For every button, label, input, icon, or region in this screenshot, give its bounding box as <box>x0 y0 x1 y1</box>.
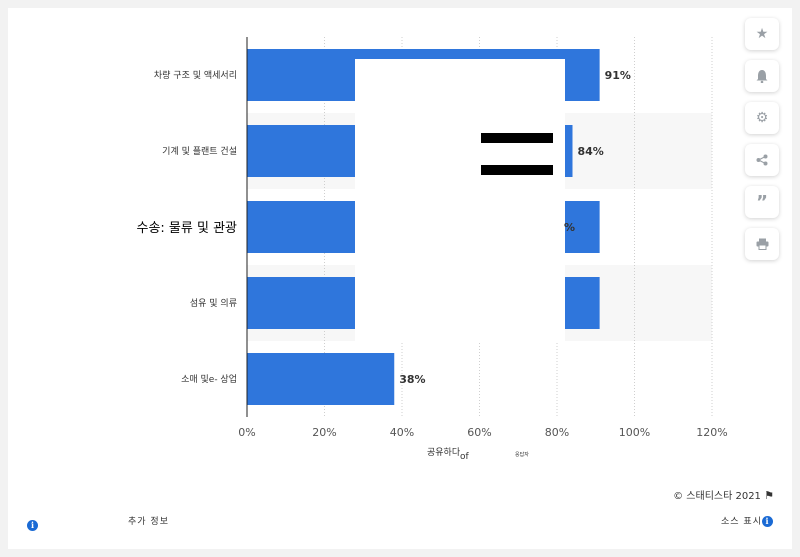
x-tick-label: 60% <box>467 426 491 439</box>
x-tick-label: 40% <box>390 426 414 439</box>
bar <box>247 353 395 405</box>
copyright-icon: © <box>673 491 684 502</box>
info-icon[interactable]: i <box>27 515 38 534</box>
category-label: 차량 구조 및 액세서리 <box>154 69 237 81</box>
data-label: 91% <box>605 69 631 82</box>
data-label: % <box>564 221 575 234</box>
copyright-line: © 스태티스타 2021 ⚑ <box>673 487 774 502</box>
sidebar-toolbar: ★ ⚙ ” <box>745 18 781 270</box>
star-icon[interactable]: ★ <box>745 18 779 50</box>
data-label: 84% <box>578 145 604 158</box>
more-info-link[interactable]: 추가 정보 <box>128 517 169 527</box>
quote-icon[interactable]: ” <box>745 186 779 218</box>
x-axis-title: 공유하다 <box>427 447 461 458</box>
equals-sign-bottom <box>481 165 553 175</box>
source-info-icon: i <box>762 516 773 527</box>
data-label: 38% <box>399 373 425 386</box>
x-tick-label: 20% <box>312 426 336 439</box>
flag-icon[interactable]: ⚑ <box>764 489 774 502</box>
overlay-panel <box>355 59 565 342</box>
x-tick-label: 80% <box>545 426 569 439</box>
category-label: 기계 및 플랜트 건설 <box>162 145 237 157</box>
copyright-text[interactable]: 스태티스타 2021 <box>686 491 761 502</box>
category-label: 섬유 및 의류 <box>190 297 237 309</box>
x-tick-label: 100% <box>619 426 650 439</box>
show-source-label[interactable]: 소스 표시 <box>721 517 762 527</box>
category-label: 수송: 물류 및 관광 <box>137 221 238 236</box>
category-label: 소매 및e- 상업 <box>181 373 237 385</box>
bell-icon[interactable] <box>745 60 779 92</box>
x-tick-label: 0% <box>238 426 255 439</box>
x-tick-label: 120% <box>696 426 727 439</box>
equals-sign-top <box>481 133 553 143</box>
share-icon[interactable] <box>745 144 779 176</box>
gear-icon[interactable]: ⚙ <box>745 102 779 134</box>
print-icon[interactable] <box>745 228 779 260</box>
x-axis-title-of: of <box>460 452 470 462</box>
x-axis-title-respondents: 응답자 <box>515 451 529 458</box>
show-source-link[interactable]: 소스 표시 i <box>721 514 773 527</box>
